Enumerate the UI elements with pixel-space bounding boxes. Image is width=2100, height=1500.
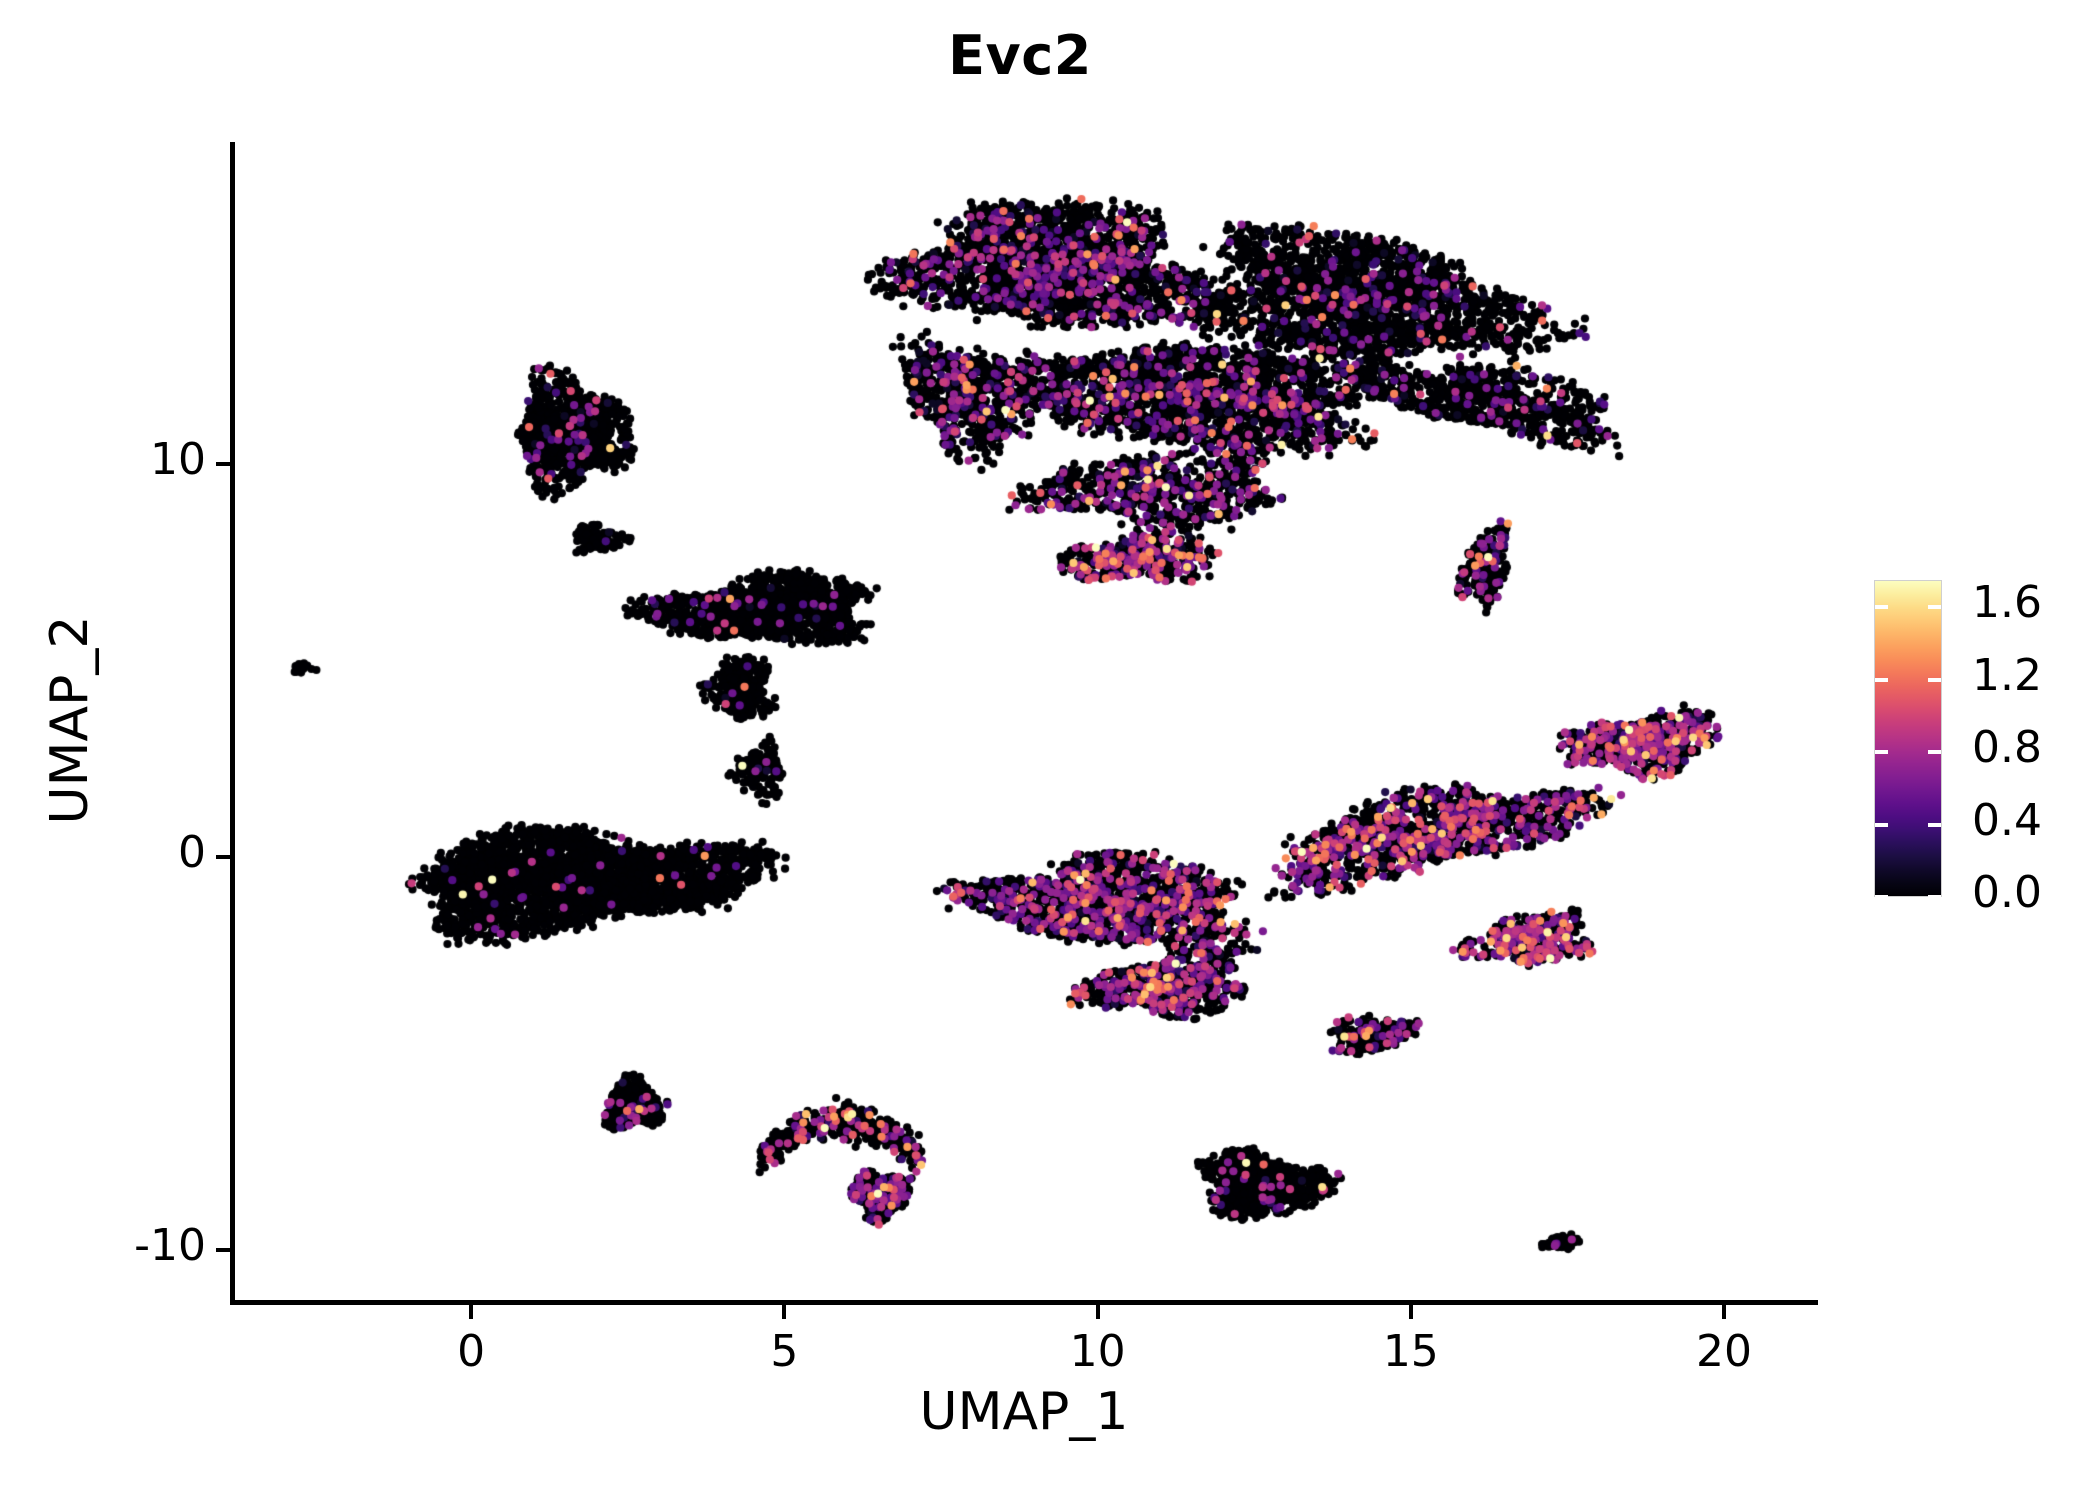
colorbar-tick-label: 0.8 [1972, 722, 2042, 774]
colorbar-tick-mark [1928, 822, 1941, 827]
plot-axes: 0 5 10 15 20 10 0 -10 [134, 142, 1818, 1377]
colorbar-tick-mark [1928, 895, 1941, 899]
colorbar-gradient [1874, 580, 1942, 897]
y-axis-label: UMAP_2 [40, 615, 100, 825]
colorbar: 1.6 1.2 0.8 0.4 0.0 [1874, 577, 2084, 918]
colorbar-tick-mark [1875, 822, 1888, 827]
x-tick-mark [1722, 1305, 1727, 1319]
x-tick-label: 5 [770, 1326, 799, 1377]
colorbar-tick-label: 1.2 [1972, 649, 2042, 701]
x-tick-label: 0 [457, 1326, 486, 1377]
colorbar-tick-mark [1928, 605, 1941, 610]
colorbar-tick-mark [1875, 605, 1888, 610]
colorbar-tick-label: 0.0 [1972, 867, 2042, 918]
axis-spine-bottom [230, 1300, 1818, 1305]
y-tick-mark [216, 462, 230, 467]
y-tick-mark [216, 855, 230, 860]
y-tick-label: 10 [150, 434, 206, 486]
x-tick-label: 10 [1069, 1326, 1126, 1377]
scatter-plot-canvas [230, 142, 1818, 1305]
colorbar-tick-mark [1875, 750, 1888, 755]
x-tick-mark [1408, 1305, 1413, 1319]
colorbar-tick-mark [1928, 677, 1941, 682]
colorbar-tick-mark [1875, 895, 1888, 899]
colorbar-tick-label: 0.4 [1972, 794, 2042, 846]
colorbar-tick-mark [1928, 750, 1941, 755]
y-tick-label: 0 [178, 827, 206, 879]
y-tick-mark [216, 1247, 230, 1252]
y-tick-label: -10 [134, 1219, 206, 1271]
x-tick-mark [782, 1305, 787, 1319]
axis-spine-left [230, 142, 235, 1305]
page-title: Evc2 [948, 24, 1092, 87]
x-tick-label: 15 [1382, 1326, 1439, 1377]
x-axis-label: UMAP_1 [919, 1382, 1129, 1442]
colorbar-tick-label: 1.6 [1972, 577, 2042, 629]
x-tick-label: 20 [1696, 1326, 1753, 1377]
colorbar-tick-mark [1875, 677, 1888, 682]
x-tick-mark [1095, 1305, 1100, 1319]
x-tick-mark [469, 1305, 474, 1319]
